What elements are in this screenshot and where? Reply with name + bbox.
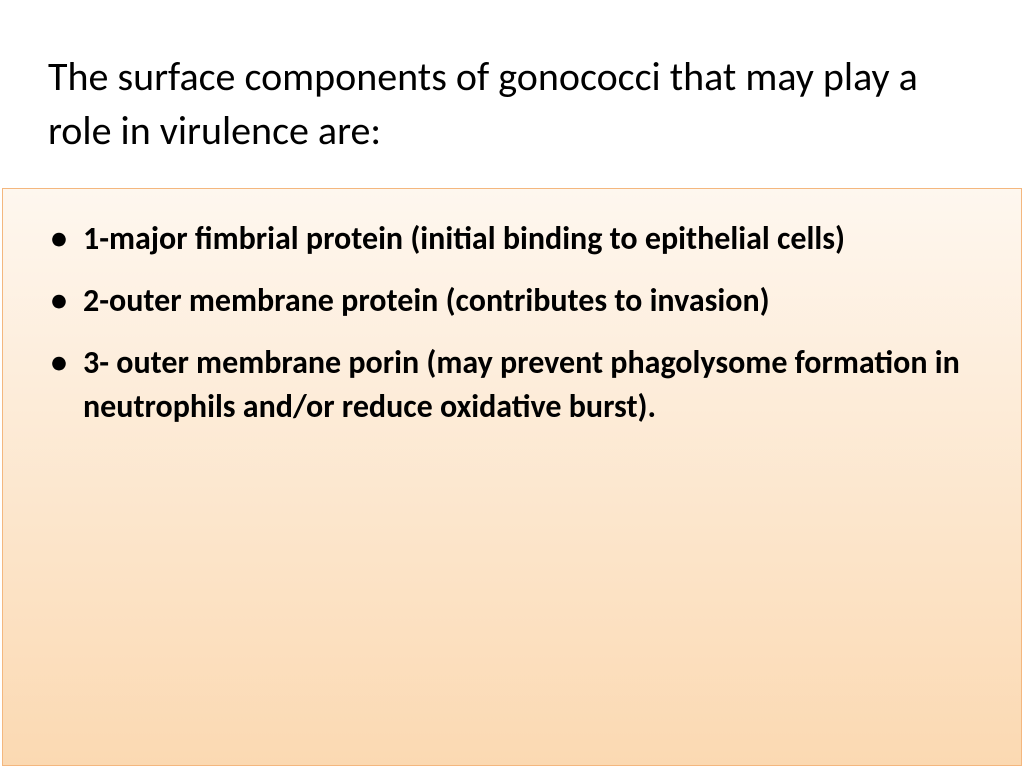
content-box: 1-major fimbrial protein (initial bindin… bbox=[2, 188, 1022, 766]
slide: The surface components of gonococci that… bbox=[0, 0, 1024, 768]
title-area: The surface components of gonococci that… bbox=[0, 0, 1024, 188]
list-item: 2-outer membrane protein (contributes to… bbox=[51, 279, 993, 323]
list-item: 3- outer membrane porin (may prevent pha… bbox=[51, 341, 993, 429]
bullet-list: 1-major fimbrial protein (initial bindin… bbox=[51, 217, 993, 430]
list-item: 1-major fimbrial protein (initial bindin… bbox=[51, 217, 993, 261]
slide-title: The surface components of gonococci that… bbox=[48, 50, 976, 158]
